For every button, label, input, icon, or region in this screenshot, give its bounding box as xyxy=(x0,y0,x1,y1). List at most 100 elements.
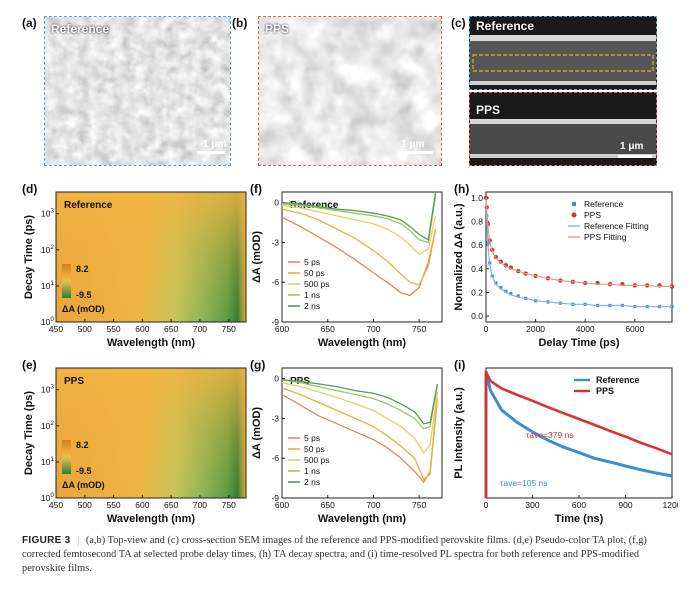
tick-label: 750 xyxy=(412,500,426,510)
tick-label: 102 xyxy=(41,420,54,431)
legend-label: Reference xyxy=(596,375,640,385)
colorbar-max: 8.2 xyxy=(76,264,89,274)
tick-label: 0 xyxy=(484,324,489,334)
cross-section-texture xyxy=(470,35,656,85)
chart-d: Reference 450 500 550 600 650 700 750 100 101 102 1… xyxy=(23,191,247,349)
legend-label: PPS Fitting xyxy=(584,232,627,242)
series-line-50ps xyxy=(281,208,437,286)
x-axis-label: Wavelength (nm) xyxy=(318,337,407,349)
sem-title: Reference xyxy=(476,19,535,33)
legend-label: 50 ps xyxy=(304,268,325,278)
sem-title: Reference xyxy=(51,22,110,36)
series-line-500ps xyxy=(281,204,437,256)
tick-label: 650 xyxy=(164,324,178,334)
series-line-500ps xyxy=(281,381,439,455)
sem-cross-section-pps: PPS 1 μm xyxy=(469,92,657,166)
legend-label: 2 ns xyxy=(304,301,320,311)
y-axis-label: ΔA (mOD) xyxy=(251,231,263,283)
scale-bar-label: 1 μm xyxy=(203,139,227,150)
fit-line xyxy=(485,197,672,288)
tick-label: 600 xyxy=(572,500,586,510)
panel-label-e: (e) xyxy=(22,358,37,372)
chart-h: 0 2000 4000 6000 0.0 0.2 0.4 0.6 0.8 1.0 Reference… xyxy=(453,191,675,349)
x-axis-label: Time (ns) xyxy=(555,513,604,525)
legend-label: PPS xyxy=(596,386,614,396)
plot-frame xyxy=(55,367,247,499)
tick-label: 750 xyxy=(222,324,236,334)
panel-label-a: (a) xyxy=(22,16,37,30)
sem-grain-texture xyxy=(259,17,441,165)
panel-c: (c) Reference PPS 1 μm xyxy=(445,8,685,168)
annotation-tau-reference: τave=105 ns xyxy=(500,478,548,488)
tick-label: -3 xyxy=(271,237,279,247)
scale-bar xyxy=(197,151,225,154)
tick-label: -9 xyxy=(271,317,279,327)
tick-label: 101 xyxy=(41,280,54,291)
y-axis-label: Decay Time (ps) xyxy=(23,391,35,476)
tick-label: 1200 xyxy=(663,500,678,510)
panel-label-h: (h) xyxy=(454,182,470,196)
legend-swatch xyxy=(571,212,577,218)
series-line-PPS xyxy=(484,370,673,498)
x-axis-label: Wavelength (nm) xyxy=(318,513,407,525)
tick-label: 100 xyxy=(41,492,54,503)
tick-label: 103 xyxy=(41,208,54,219)
tick-label: 600 xyxy=(135,324,149,334)
legend-label: Reference Fitting xyxy=(584,221,649,231)
tick-label: 1.0 xyxy=(471,193,483,203)
legend-label: 1 ns xyxy=(304,290,320,300)
tick-label: -6 xyxy=(271,277,279,287)
legend-label: 500 ps xyxy=(304,455,330,465)
scale-bar xyxy=(618,155,652,158)
heatmap-overlay xyxy=(56,368,246,498)
data-point-reference xyxy=(509,292,513,296)
tick-label: -6 xyxy=(271,453,279,463)
annotation-tau-pps: τave=379 ns xyxy=(526,430,574,440)
colorbar xyxy=(62,440,71,474)
series-line-Reference xyxy=(484,370,673,498)
tick-label: 650 xyxy=(321,324,335,334)
legend-label: 50 ps xyxy=(304,444,325,454)
series-line-50ps xyxy=(281,387,439,481)
legend-swatch xyxy=(572,202,576,206)
tick-label: 102 xyxy=(41,244,54,255)
tick-label: 0.0 xyxy=(471,311,483,321)
caption-separator: | xyxy=(77,535,80,546)
series-line-5ps xyxy=(281,393,439,484)
chart-e: PPS 450 500 550 600 650 700 750 100 101 102 103 Wave… xyxy=(23,367,247,525)
tick-label: 450 xyxy=(49,324,63,334)
sem-image-pps-top: PPS 1 μm xyxy=(258,16,442,166)
y-axis-label: PL Intensity (a.u.) xyxy=(453,387,465,479)
y-axis-label: Normalized ΔA (a.u.) xyxy=(453,203,465,310)
heatmap-overlay xyxy=(56,192,246,322)
sem-grain-texture xyxy=(45,17,230,165)
colorbar-label: ΔA (mOD) xyxy=(62,304,105,314)
tick-label: -3 xyxy=(271,413,279,423)
legend-label: 5 ps xyxy=(304,433,320,443)
panel-label-b: (b) xyxy=(232,16,248,30)
tick-label: 700 xyxy=(366,500,380,510)
series-line-5ps xyxy=(281,216,437,297)
tick-label: 750 xyxy=(412,324,426,334)
tick-label: 500 xyxy=(78,324,92,334)
tick-label: 600 xyxy=(275,500,289,510)
x-axis-label: Delay Time (ps) xyxy=(538,337,619,349)
legend-label: 2 ns xyxy=(304,477,320,487)
tick-label: -9 xyxy=(271,493,279,503)
plot-frame xyxy=(281,367,443,499)
tick-label: 500 xyxy=(78,500,92,510)
x-axis-label: Wavelength (nm) xyxy=(107,513,196,525)
tick-label: 700 xyxy=(193,500,207,510)
tick-label: 600 xyxy=(275,324,289,334)
legend-label: 5 ps xyxy=(304,257,320,267)
sem-title: PPS xyxy=(476,103,501,117)
series-line-1ns xyxy=(281,195,437,244)
colorbar-min: -9.5 xyxy=(76,290,92,300)
tick-label: 650 xyxy=(164,500,178,510)
plot-frame xyxy=(281,191,443,323)
tick-label: 4000 xyxy=(576,324,595,334)
data-point-reference xyxy=(504,289,508,293)
tick-label: 750 xyxy=(222,500,236,510)
cross-section-texture xyxy=(470,119,656,158)
